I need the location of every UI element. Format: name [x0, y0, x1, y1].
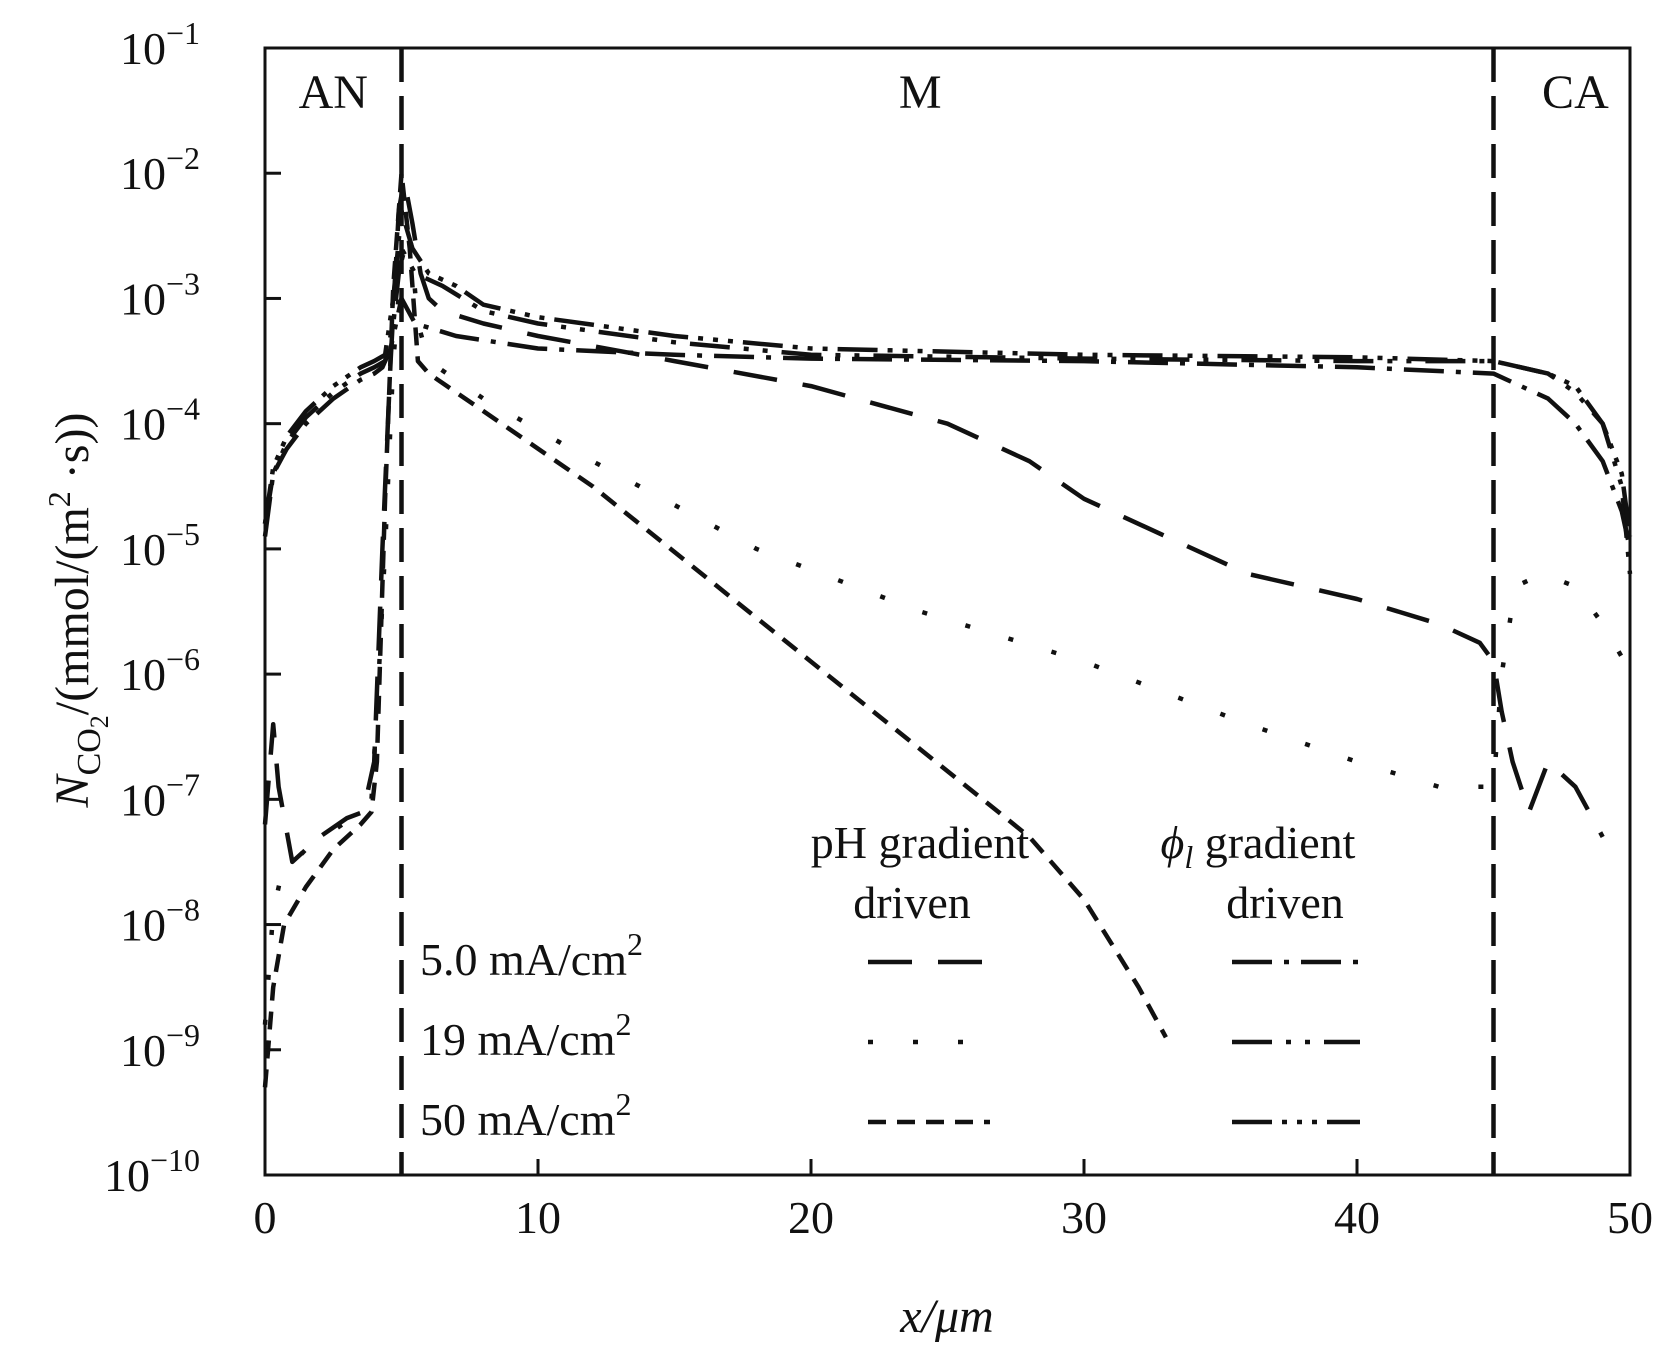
x-axis-ticks: 0 10 20 30 40 50: [254, 1159, 1653, 1243]
y-tick-exponent: −5: [166, 516, 200, 552]
y-axis-title: NCO2/(mmol/(m2 ·s)): [41, 413, 114, 809]
y-tick-base: 10: [104, 1150, 150, 1201]
y-tick-exponent: −1: [166, 15, 200, 51]
y-tick-label: 10−10: [104, 1142, 200, 1201]
y-tick-base: 10: [120, 273, 166, 324]
legend-header-phi-symbol: ϕ: [1161, 817, 1185, 868]
region-labels: AN M CA: [299, 66, 1609, 119]
x-tick-label: 40: [1334, 1192, 1380, 1243]
series-line-5: [262, 246, 1633, 575]
y-tick-exponent: −9: [166, 1017, 200, 1053]
y-tick-label: 10−6: [120, 641, 200, 700]
x-tick-label: 0: [254, 1192, 277, 1243]
y-tick-base: 10: [120, 1025, 166, 1076]
y-tick-label: 10−5: [120, 516, 200, 575]
legend-header-phi-line2: driven: [1226, 877, 1344, 928]
y-tick-label: 10−1: [120, 15, 200, 74]
y-tick-label: 10−3: [120, 265, 200, 324]
region-label-m: M: [899, 66, 942, 119]
y-tick-exponent: −2: [166, 140, 200, 176]
y-tick-exponent: −6: [166, 641, 200, 677]
legend-header-phi-subscript: l: [1184, 839, 1193, 875]
legend: pH gradient driven ϕl gradient driven 5.…: [420, 817, 1360, 1145]
series-line-3: [262, 170, 1168, 1088]
series-layer: [262, 170, 1633, 1088]
y-axis-title-prefix: N: [46, 772, 99, 808]
y-tick-exponent: −8: [166, 892, 200, 928]
y-tick-label: 10−8: [120, 892, 200, 951]
y-tick-base: 10: [120, 524, 166, 575]
x-tick-label: 20: [788, 1192, 834, 1243]
y-axis-ticks: 10−110−210−310−410−510−610−710−810−910−1…: [104, 15, 281, 1201]
legend-header-ph-line2: driven: [853, 877, 971, 928]
legend-row-1-sup: 2: [627, 926, 643, 962]
legend-row-1-label: 5.0 mA/cm2: [420, 926, 643, 985]
legend-row-3-label: 50 mA/cm2: [420, 1086, 631, 1145]
y-tick-label: 10−9: [120, 1017, 200, 1076]
x-tick-label: 30: [1061, 1192, 1107, 1243]
series-line-1: [262, 177, 1605, 865]
y-axis-title-sup: 2: [41, 491, 77, 507]
legend-header-phi-rest: gradient: [1193, 817, 1355, 868]
region-boundaries: [399, 48, 1496, 1175]
region-label-an: AN: [299, 66, 368, 119]
y-axis-title-end: ·s)): [46, 413, 99, 492]
x-tick-label: 10: [515, 1192, 561, 1243]
legend-row-2-sup: 2: [615, 1006, 631, 1042]
legend-header-ph-line1: pH gradient: [811, 817, 1030, 868]
y-tick-exponent: −10: [150, 1142, 200, 1178]
y-tick-label: 10−2: [120, 140, 200, 199]
y-tick-base: 10: [120, 649, 166, 700]
y-tick-exponent: −7: [166, 766, 200, 802]
series-line-6: [262, 208, 1633, 537]
y-tick-label: 10−7: [120, 766, 200, 825]
region-label-ca: CA: [1542, 66, 1609, 119]
y-tick-base: 10: [120, 23, 166, 74]
y-tick-base: 10: [120, 900, 166, 951]
y-tick-base: 10: [120, 399, 166, 450]
y-tick-base: 10: [120, 774, 166, 825]
legend-row-1-value: 5.0 mA/cm: [420, 934, 627, 985]
y-axis-title-subscript: CO: [71, 728, 108, 775]
legend-row-2-label: 19 mA/cm2: [420, 1006, 631, 1065]
series-line-4: [262, 296, 1633, 550]
y-tick-exponent: −3: [166, 265, 200, 301]
y-axis-title-rest: /(mmol/(m: [46, 507, 99, 715]
x-axis-title: x/μm: [899, 1290, 993, 1343]
legend-row-3-sup: 2: [615, 1086, 631, 1122]
y-tick-label: 10−4: [120, 391, 200, 450]
y-tick-base: 10: [120, 148, 166, 199]
y-axis-title-subsubscript: 2: [85, 715, 114, 728]
y-tick-exponent: −4: [166, 391, 200, 427]
legend-row-2-value: 19 mA/cm: [420, 1014, 616, 1065]
x-tick-label: 50: [1607, 1192, 1653, 1243]
legend-row-3-value: 50 mA/cm: [420, 1094, 616, 1145]
legend-header-phi-line1: ϕl gradient: [1161, 817, 1356, 875]
plot-frame: [263, 46, 1632, 1177]
